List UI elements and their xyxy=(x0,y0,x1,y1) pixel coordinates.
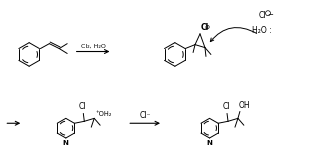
Text: Cl: Cl xyxy=(201,23,209,32)
Text: −: − xyxy=(267,12,273,18)
Text: ⁺OH₂: ⁺OH₂ xyxy=(95,111,112,117)
Text: OH: OH xyxy=(239,101,250,110)
Text: ⊕: ⊕ xyxy=(204,25,210,30)
Text: Cl₂, H₂O: Cl₂, H₂O xyxy=(81,44,105,49)
Text: Cl⁻: Cl⁻ xyxy=(139,111,151,120)
Text: Cl: Cl xyxy=(259,11,267,20)
Text: H₂O :: H₂O : xyxy=(252,26,272,35)
Text: Cl: Cl xyxy=(79,103,86,111)
Text: N: N xyxy=(207,140,213,146)
Text: N: N xyxy=(63,140,69,146)
Text: Cl: Cl xyxy=(222,103,230,111)
